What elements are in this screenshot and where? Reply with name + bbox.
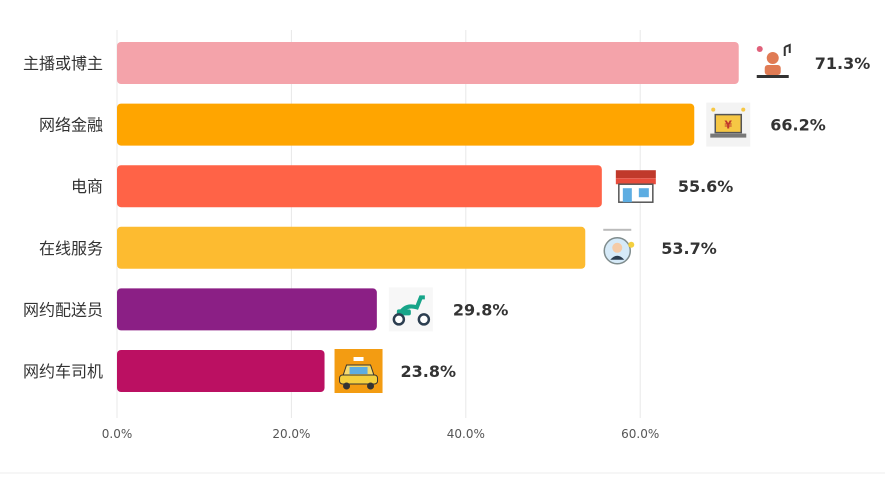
- bar: [117, 103, 695, 146]
- value-label: 29.8%: [453, 300, 509, 319]
- shop-icon: [615, 170, 656, 203]
- value-label: 23.8%: [401, 362, 457, 381]
- value-label: 55.6%: [678, 177, 734, 196]
- labels: 0.0% 20.0% 40.0% 60.0% 主播或博主 71.3% 网络金融 66.2% 电商…: [23, 54, 870, 441]
- svg-text:¥: ¥: [724, 119, 732, 132]
- category-label: 主播或博主: [23, 54, 103, 73]
- value-label: 66.2%: [770, 116, 826, 135]
- taxi-icon: [334, 349, 383, 393]
- customer-service-icon: [599, 227, 640, 268]
- bar: [117, 288, 377, 331]
- category-label: 电商: [71, 177, 103, 196]
- x-tick-label: 0.0%: [102, 427, 133, 441]
- streamer-icon: [750, 43, 795, 83]
- value-label: 71.3%: [815, 54, 871, 73]
- category-label: 网约车司机: [23, 362, 103, 381]
- category-label: 网约配送员: [23, 300, 103, 319]
- bar: [117, 165, 602, 208]
- finance-icon: ¥: [706, 102, 751, 147]
- bar: [117, 42, 739, 84]
- bar-icons: ¥: [334, 43, 795, 393]
- scooter-icon: [388, 287, 433, 332]
- bar: [117, 350, 325, 392]
- bar: [117, 226, 586, 269]
- x-tick-label: 40.0%: [447, 427, 485, 441]
- value-label: 53.7%: [661, 239, 717, 258]
- x-tick-label: 20.0%: [272, 427, 310, 441]
- bars: [117, 42, 739, 392]
- category-label: 在线服务: [39, 239, 103, 258]
- grid-lines: [0, 30, 885, 474]
- category-label: 网络金融: [39, 116, 103, 135]
- x-tick-label: 60.0%: [621, 427, 659, 441]
